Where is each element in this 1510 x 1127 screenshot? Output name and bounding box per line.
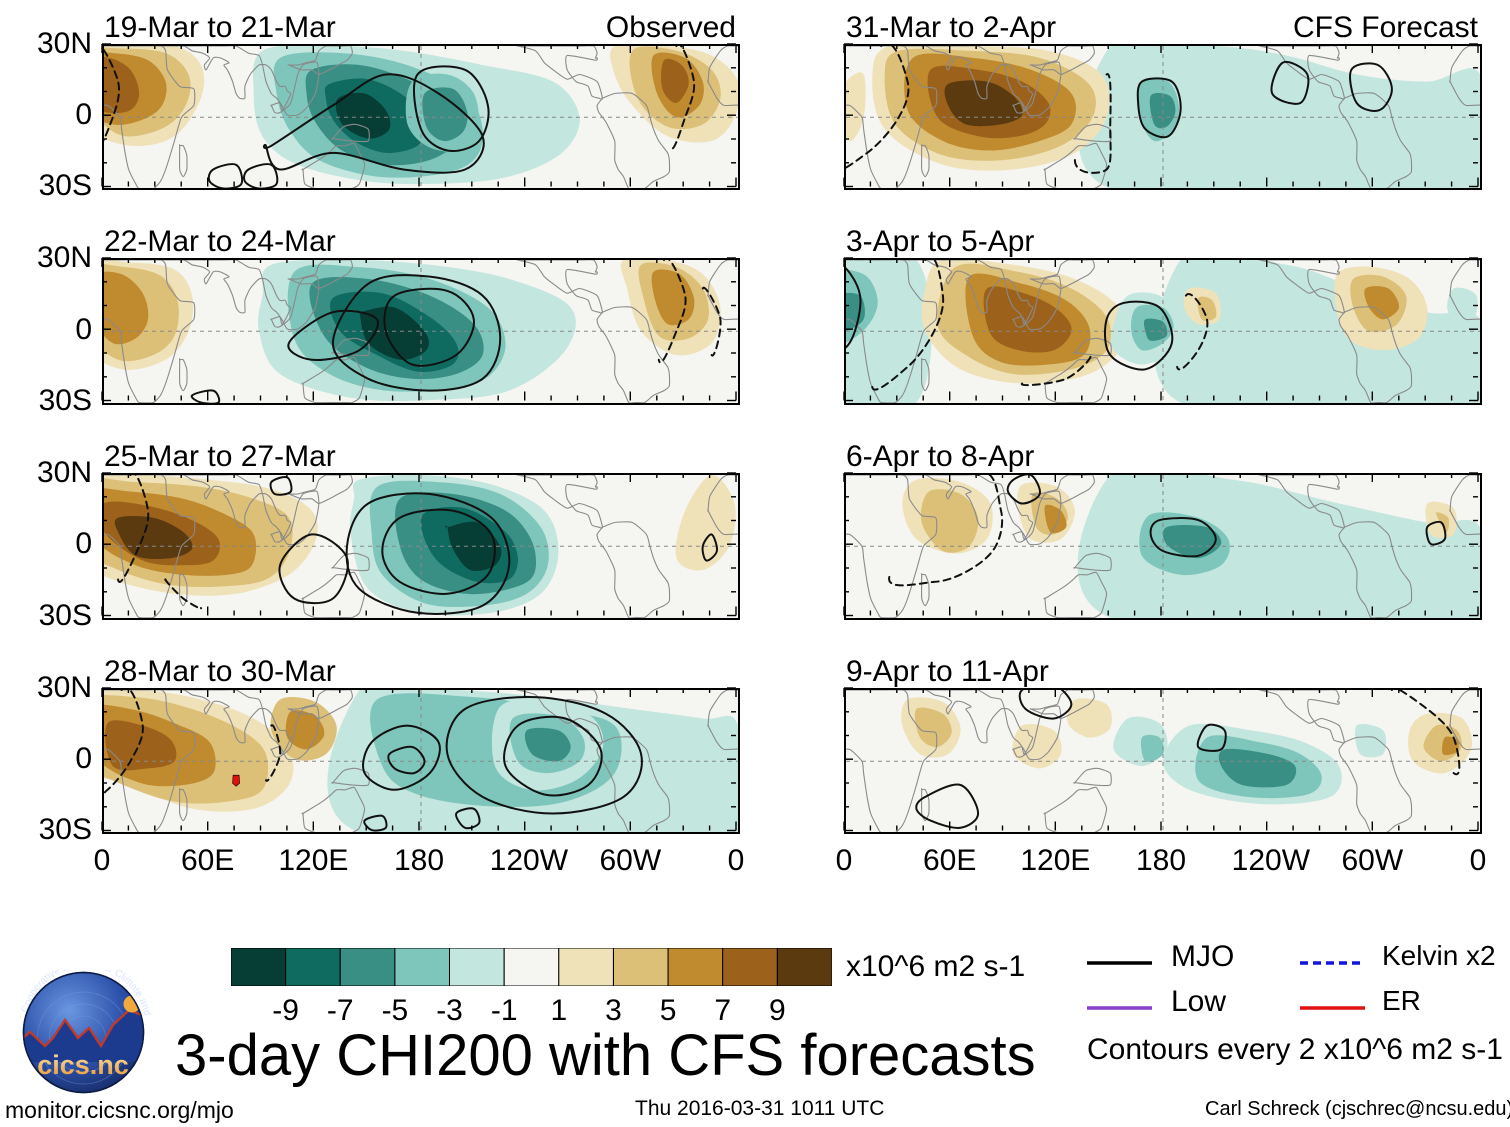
svg-text:cics.nc: cics.nc: [37, 1050, 129, 1080]
